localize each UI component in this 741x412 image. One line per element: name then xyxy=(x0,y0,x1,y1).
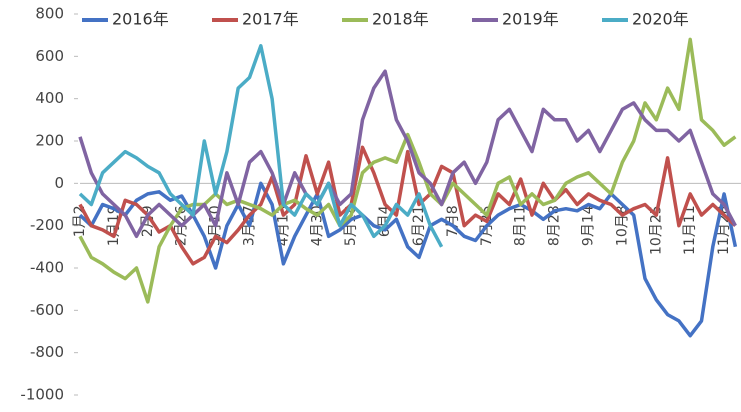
y-tick-label: 0 xyxy=(54,174,64,192)
legend-label: 2018年 xyxy=(372,10,429,29)
y-tick-label: 600 xyxy=(35,47,64,65)
x-tick-label: 6月21 xyxy=(411,205,427,246)
series-line xyxy=(78,145,737,266)
series-line xyxy=(78,37,737,304)
y-tick-label: -800 xyxy=(30,343,64,361)
x-tick-label: 10月25 xyxy=(648,205,664,255)
legend-label: 2020年 xyxy=(632,10,689,29)
legend-label: 2017年 xyxy=(242,10,299,29)
series-line xyxy=(78,44,444,248)
series-line xyxy=(78,69,737,239)
y-tick-label: -600 xyxy=(30,301,64,319)
x-tick-label: 11月11 xyxy=(682,205,698,255)
y-tick-label: -200 xyxy=(30,216,64,234)
legend-label: 2019年 xyxy=(502,10,559,29)
y-tick-label: 400 xyxy=(35,89,64,107)
y-tick-label: -400 xyxy=(30,259,64,277)
x-tick-label: 9月14 xyxy=(581,205,597,246)
series-line xyxy=(78,181,738,338)
y-tick-label: 200 xyxy=(35,132,64,150)
x-tick-label: 10月8 xyxy=(614,205,630,246)
legend-label: 2016年 xyxy=(112,10,169,29)
y-tick-label: -1000 xyxy=(20,386,64,404)
y-tick-label: 800 xyxy=(35,5,64,23)
x-tick-label: 8月11 xyxy=(513,205,529,246)
